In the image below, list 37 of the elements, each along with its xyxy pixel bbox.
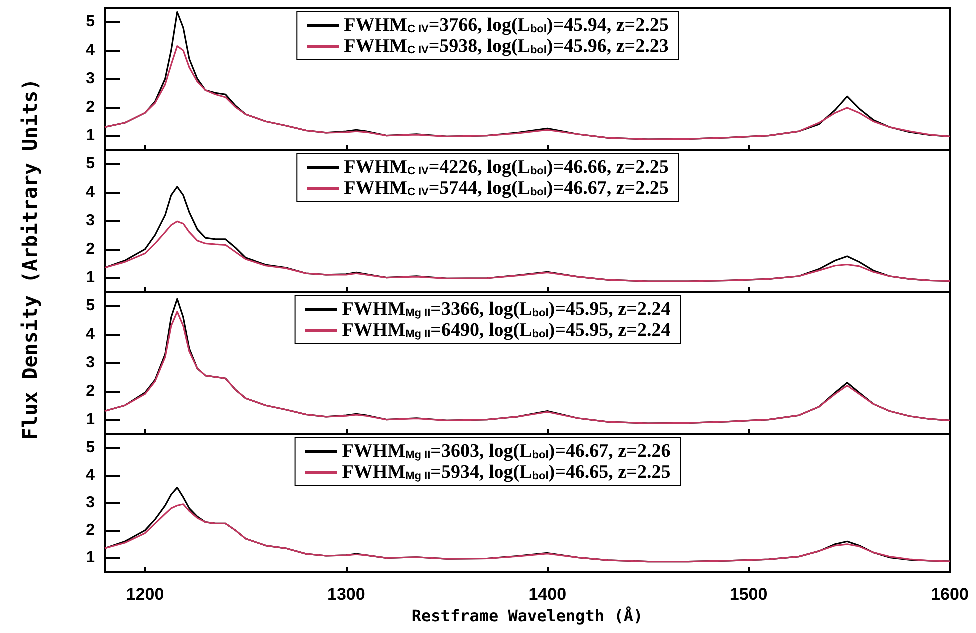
y-tick-label: 4 xyxy=(86,184,96,202)
y-tick-label: 1 xyxy=(86,411,96,428)
y-tick-label: 4 xyxy=(86,466,96,484)
y-tick-label: 3 xyxy=(86,70,96,88)
legend-label: FWHMMg II=3366, log(Lbol)=45.95, z=2.24 xyxy=(342,299,672,320)
legend-label: FWHMC IV=4226, log(Lbol)=46.66, z=2.25 xyxy=(344,157,669,178)
line-series xyxy=(104,220,951,282)
y-axis-title: Flux Density (Arbitrary Units) xyxy=(17,78,43,440)
legend-label: FWHMMg II=3603, log(Lbol)=46.67, z=2.26 xyxy=(342,441,671,462)
y-tick-label: 1 xyxy=(86,550,96,567)
y-tick-label: 1 xyxy=(86,127,96,144)
y-tick-label: 2 xyxy=(86,240,96,258)
x-tick-label: 1600 xyxy=(931,585,969,604)
x-tick-label: 1500 xyxy=(730,585,768,604)
y-tick-label: 4 xyxy=(86,42,96,60)
y-tick-label: 5 xyxy=(86,298,96,315)
y-tick-label: 3 xyxy=(86,494,96,512)
legend-label: FWHMC IV=5938, log(Lbol)=45.96, z=2.23 xyxy=(344,36,669,57)
y-tick-label: 4 xyxy=(86,326,96,344)
y-tick-label: 3 xyxy=(86,212,96,230)
line-series xyxy=(104,504,951,563)
legend-label: FWHMMg II=6490, log(Lbol)=45.95, z=2.24 xyxy=(342,320,672,341)
y-tick-label: 3 xyxy=(86,354,96,372)
legend-label: FWHMMg II=5934, log(Lbol)=46.65, z=2.25 xyxy=(342,462,671,483)
x-tick-label: 1400 xyxy=(528,585,567,604)
x-tick-label: 1200 xyxy=(126,585,164,604)
y-tick-label: 1 xyxy=(86,269,96,286)
legend-label: FWHMC IV=3766, log(Lbol)=45.94, z=2.25 xyxy=(344,15,669,36)
x-tick-label: 1300 xyxy=(328,585,366,604)
y-tick-label: 2 xyxy=(86,382,96,400)
x-axis-title: Restframe Wavelength (Å) xyxy=(412,606,644,626)
y-tick-label: 2 xyxy=(86,522,96,540)
y-tick-label: 5 xyxy=(86,439,96,456)
legend-label: FWHMC IV=5744, log(Lbol)=46.67, z=2.25 xyxy=(344,178,669,199)
y-tick-label: 2 xyxy=(86,98,96,116)
y-tick-label: 5 xyxy=(86,156,96,173)
y-tick-label: 5 xyxy=(86,14,96,31)
